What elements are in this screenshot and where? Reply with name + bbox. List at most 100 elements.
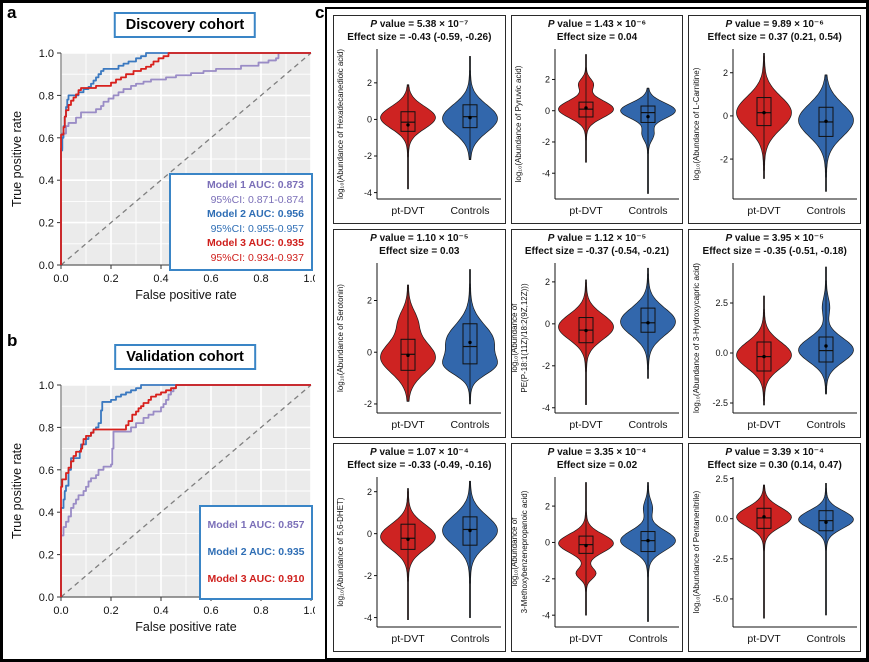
x-axis-title: False positive rate: [135, 288, 236, 302]
svg-text:0.0: 0.0: [53, 273, 68, 285]
violin-cell-8: P value = 3.35 × 10⁻⁴ Effect size = 0.02 2…: [510, 443, 684, 652]
y-axis-title: log₁₀(Abundance of Pentanenitrile): [692, 490, 701, 613]
mean-dot: [468, 528, 473, 532]
mean-dot: [584, 105, 588, 110]
mean-dot: [646, 320, 650, 325]
violin-plot-1: 2 0 -2 -4 pt-DVT Controls log₁₀(Abundance of H…: [336, 48, 502, 217]
category-label: Controls: [806, 633, 845, 645]
svg-text:0.0: 0.0: [39, 260, 54, 272]
violin-cell-6: P value = 3.95 × 10⁻⁵ Effect size = -0.35…: [688, 229, 861, 438]
svg-text:0.4: 0.4: [39, 175, 54, 187]
mean-dot: [584, 543, 588, 547]
svg-text:0.2: 0.2: [39, 550, 54, 562]
violin-cell-9: P value = 3.39 × 10⁻⁴ Effect size = 0.30 …: [688, 443, 861, 652]
y-axis-title: log₁₀(Abundance of Pyruvic acid): [514, 65, 523, 182]
diagonal-reference-line: [60, 52, 312, 266]
violin-plot-7: 2 0 -2 -4 pt-DVT Controls log₁₀(Abundance of 5…: [336, 476, 502, 645]
svg-text:-4: -4: [542, 168, 550, 178]
category-label: Controls: [806, 419, 845, 431]
category-label: pt-DVT: [392, 419, 426, 431]
legend-entry: Model 2 AUC: 0.935: [207, 546, 305, 558]
diagonal-reference-line: [60, 384, 312, 598]
svg-text:-2.5: -2.5: [712, 398, 728, 408]
roc-curve-model-1: [60, 384, 311, 597]
validation-cohort-title: Validation cohort: [114, 344, 256, 370]
y-axis-title: PE(P-18:1(11Z)/18:2(9Z,12Z))): [520, 283, 529, 393]
svg-text:-5.0: -5.0: [712, 594, 728, 604]
legend-entry: Model 1 AUC: 0.873: [206, 179, 304, 191]
violin-plot-4: 2 0 -2 pt-DVT Controls log₁₀(Abundance of Ser…: [336, 262, 502, 431]
svg-text:0: 0: [545, 106, 550, 116]
svg-text:-2: -2: [364, 151, 372, 161]
boxplot-controls: [640, 530, 656, 552]
effect-size-text: Effect size = -0.43 (-0.59, -0.26): [347, 31, 492, 43]
svg-text:0.2: 0.2: [103, 605, 118, 617]
svg-text:-2: -2: [364, 570, 372, 580]
svg-text:-2: -2: [542, 137, 550, 147]
svg-text:-2.5: -2.5: [712, 554, 728, 564]
effect-size-text: Effect size = 0.02: [556, 459, 638, 471]
y-axis-title: log₁₀(Abundance of: [511, 516, 519, 586]
violin-plot-8: 2 0 -2 -4 pt-DVT Controls log₁₀(Abundance of 3-…: [511, 476, 679, 645]
boxplot-pt-dvt: [756, 96, 772, 126]
effect-size-text: Effect size = -0.33 (-0.49, -0.16): [347, 459, 492, 471]
roc-curve-model-1: [60, 52, 311, 265]
p-value-text: P value = 1.43 × 10⁻⁶: [547, 19, 647, 30]
svg-text:2.5: 2.5: [715, 473, 728, 483]
svg-text:-2: -2: [542, 361, 550, 371]
effect-size-text: Effect size = 0.37 (0.21, 0.54): [707, 31, 842, 43]
category-label: Controls: [628, 633, 667, 645]
svg-text:-4: -4: [364, 187, 372, 197]
p-value-text: P value = 5.38 × 10⁻⁷: [370, 19, 469, 30]
mean-dot: [646, 538, 650, 542]
svg-text:0.4: 0.4: [153, 273, 168, 285]
p-value-text: P value = 1.07 × 10⁻⁴: [370, 447, 469, 458]
svg-text:-4: -4: [364, 612, 372, 622]
y-axis-title: log₁₀(Abundance of Serotonin): [336, 283, 345, 391]
mean-dot: [406, 122, 411, 127]
mean-dot: [823, 520, 828, 524]
discovery-cohort-title: Discovery cohort: [113, 12, 257, 38]
svg-text:2: 2: [545, 501, 550, 511]
category-label: pt-DVT: [569, 633, 603, 645]
svg-text:1.0: 1.0: [303, 273, 315, 285]
legend-entry: 95%CI: 0.871-0.874: [210, 193, 304, 206]
violin-cell-1: P value = 5.38 × 10⁻⁷ Effect size = -0.43…: [333, 15, 506, 224]
boxplot-controls: [640, 307, 656, 333]
svg-text:0: 0: [545, 537, 550, 547]
svg-text:2: 2: [545, 74, 550, 84]
boxplot-pt-dvt: [400, 110, 416, 132]
svg-text:0: 0: [367, 114, 372, 124]
svg-text:0.2: 0.2: [103, 273, 118, 285]
violin-plot-2: 2 0 -2 -4 pt-DVT Controls log₁₀(Abundance of P…: [514, 48, 679, 217]
mean-dot: [584, 328, 588, 332]
legend-entry: Model 3 AUC: 0.935: [206, 237, 304, 250]
boxplot-controls: [640, 105, 656, 123]
mean-dot: [468, 340, 473, 344]
svg-text:0.4: 0.4: [39, 507, 54, 519]
y-axis-title: 3-Methoxybenzenepropanoic acid): [520, 490, 529, 613]
svg-text:-2: -2: [364, 399, 372, 409]
svg-text:-2: -2: [542, 574, 550, 584]
svg-text:0.0: 0.0: [39, 592, 54, 604]
roc-legend-validation: Model 1 AUC: 0.857 Model 2 AUC: 0.935 Mode…: [199, 505, 313, 600]
violin-plot-6: 2.5 0.0 -2.5 pt-DVT Controls log₁₀(Abundance …: [692, 262, 857, 431]
violin-cell-7: P value = 1.07 × 10⁻⁴ Effect size = -0.33…: [333, 443, 506, 652]
p-value-text: P value = 1.12 × 10⁻⁵: [547, 233, 647, 244]
svg-text:0: 0: [723, 111, 728, 121]
category-label: Controls: [451, 419, 490, 431]
svg-text:2: 2: [367, 486, 372, 496]
mean-dot: [761, 354, 766, 358]
category-label: pt-DVT: [747, 419, 781, 431]
roc-legend-discovery: Model 1 AUC: 0.873 95%CI: 0.871-0.874 Mode…: [169, 173, 313, 271]
mean-dot: [823, 119, 828, 123]
mean-dot: [406, 537, 411, 541]
svg-text:0.0: 0.0: [715, 514, 728, 524]
svg-text:2: 2: [545, 277, 550, 287]
p-value-text: P value = 9.89 × 10⁻⁶: [725, 19, 824, 30]
legend-entry: Model 3 AUC: 0.910: [207, 573, 305, 585]
violin-cell-5: P value = 1.12 × 10⁻⁵ Effect size = -0.37…: [510, 229, 684, 438]
violin-cell-3: P value = 9.89 × 10⁻⁶ Effect size = 0.37 …: [688, 15, 861, 224]
roc-curve-model-3: [60, 52, 311, 265]
svg-text:0.6: 0.6: [203, 605, 218, 617]
